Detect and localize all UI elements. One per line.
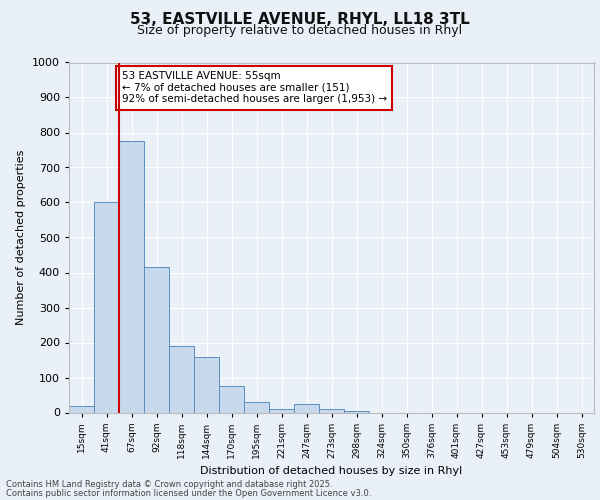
- Text: Size of property relative to detached houses in Rhyl: Size of property relative to detached ho…: [137, 24, 463, 37]
- Text: 53, EASTVILLE AVENUE, RHYL, LL18 3TL: 53, EASTVILLE AVENUE, RHYL, LL18 3TL: [130, 12, 470, 28]
- Bar: [269, 409, 294, 412]
- Bar: [319, 409, 344, 412]
- Bar: [194, 356, 219, 412]
- X-axis label: Distribution of detached houses by size in Rhyl: Distribution of detached houses by size …: [200, 466, 463, 476]
- Bar: [94, 202, 119, 412]
- Bar: [219, 386, 244, 412]
- Text: 53 EASTVILLE AVENUE: 55sqm
← 7% of detached houses are smaller (151)
92% of semi: 53 EASTVILLE AVENUE: 55sqm ← 7% of detac…: [121, 71, 386, 104]
- Bar: [344, 411, 369, 412]
- Text: Contains HM Land Registry data © Crown copyright and database right 2025.: Contains HM Land Registry data © Crown c…: [6, 480, 332, 489]
- Bar: [169, 346, 194, 412]
- Bar: [119, 141, 144, 412]
- Bar: [244, 402, 269, 412]
- Text: Contains public sector information licensed under the Open Government Licence v3: Contains public sector information licen…: [6, 488, 371, 498]
- Bar: [69, 406, 94, 412]
- Bar: [294, 404, 319, 412]
- Y-axis label: Number of detached properties: Number of detached properties: [16, 150, 26, 325]
- Bar: [144, 267, 169, 412]
